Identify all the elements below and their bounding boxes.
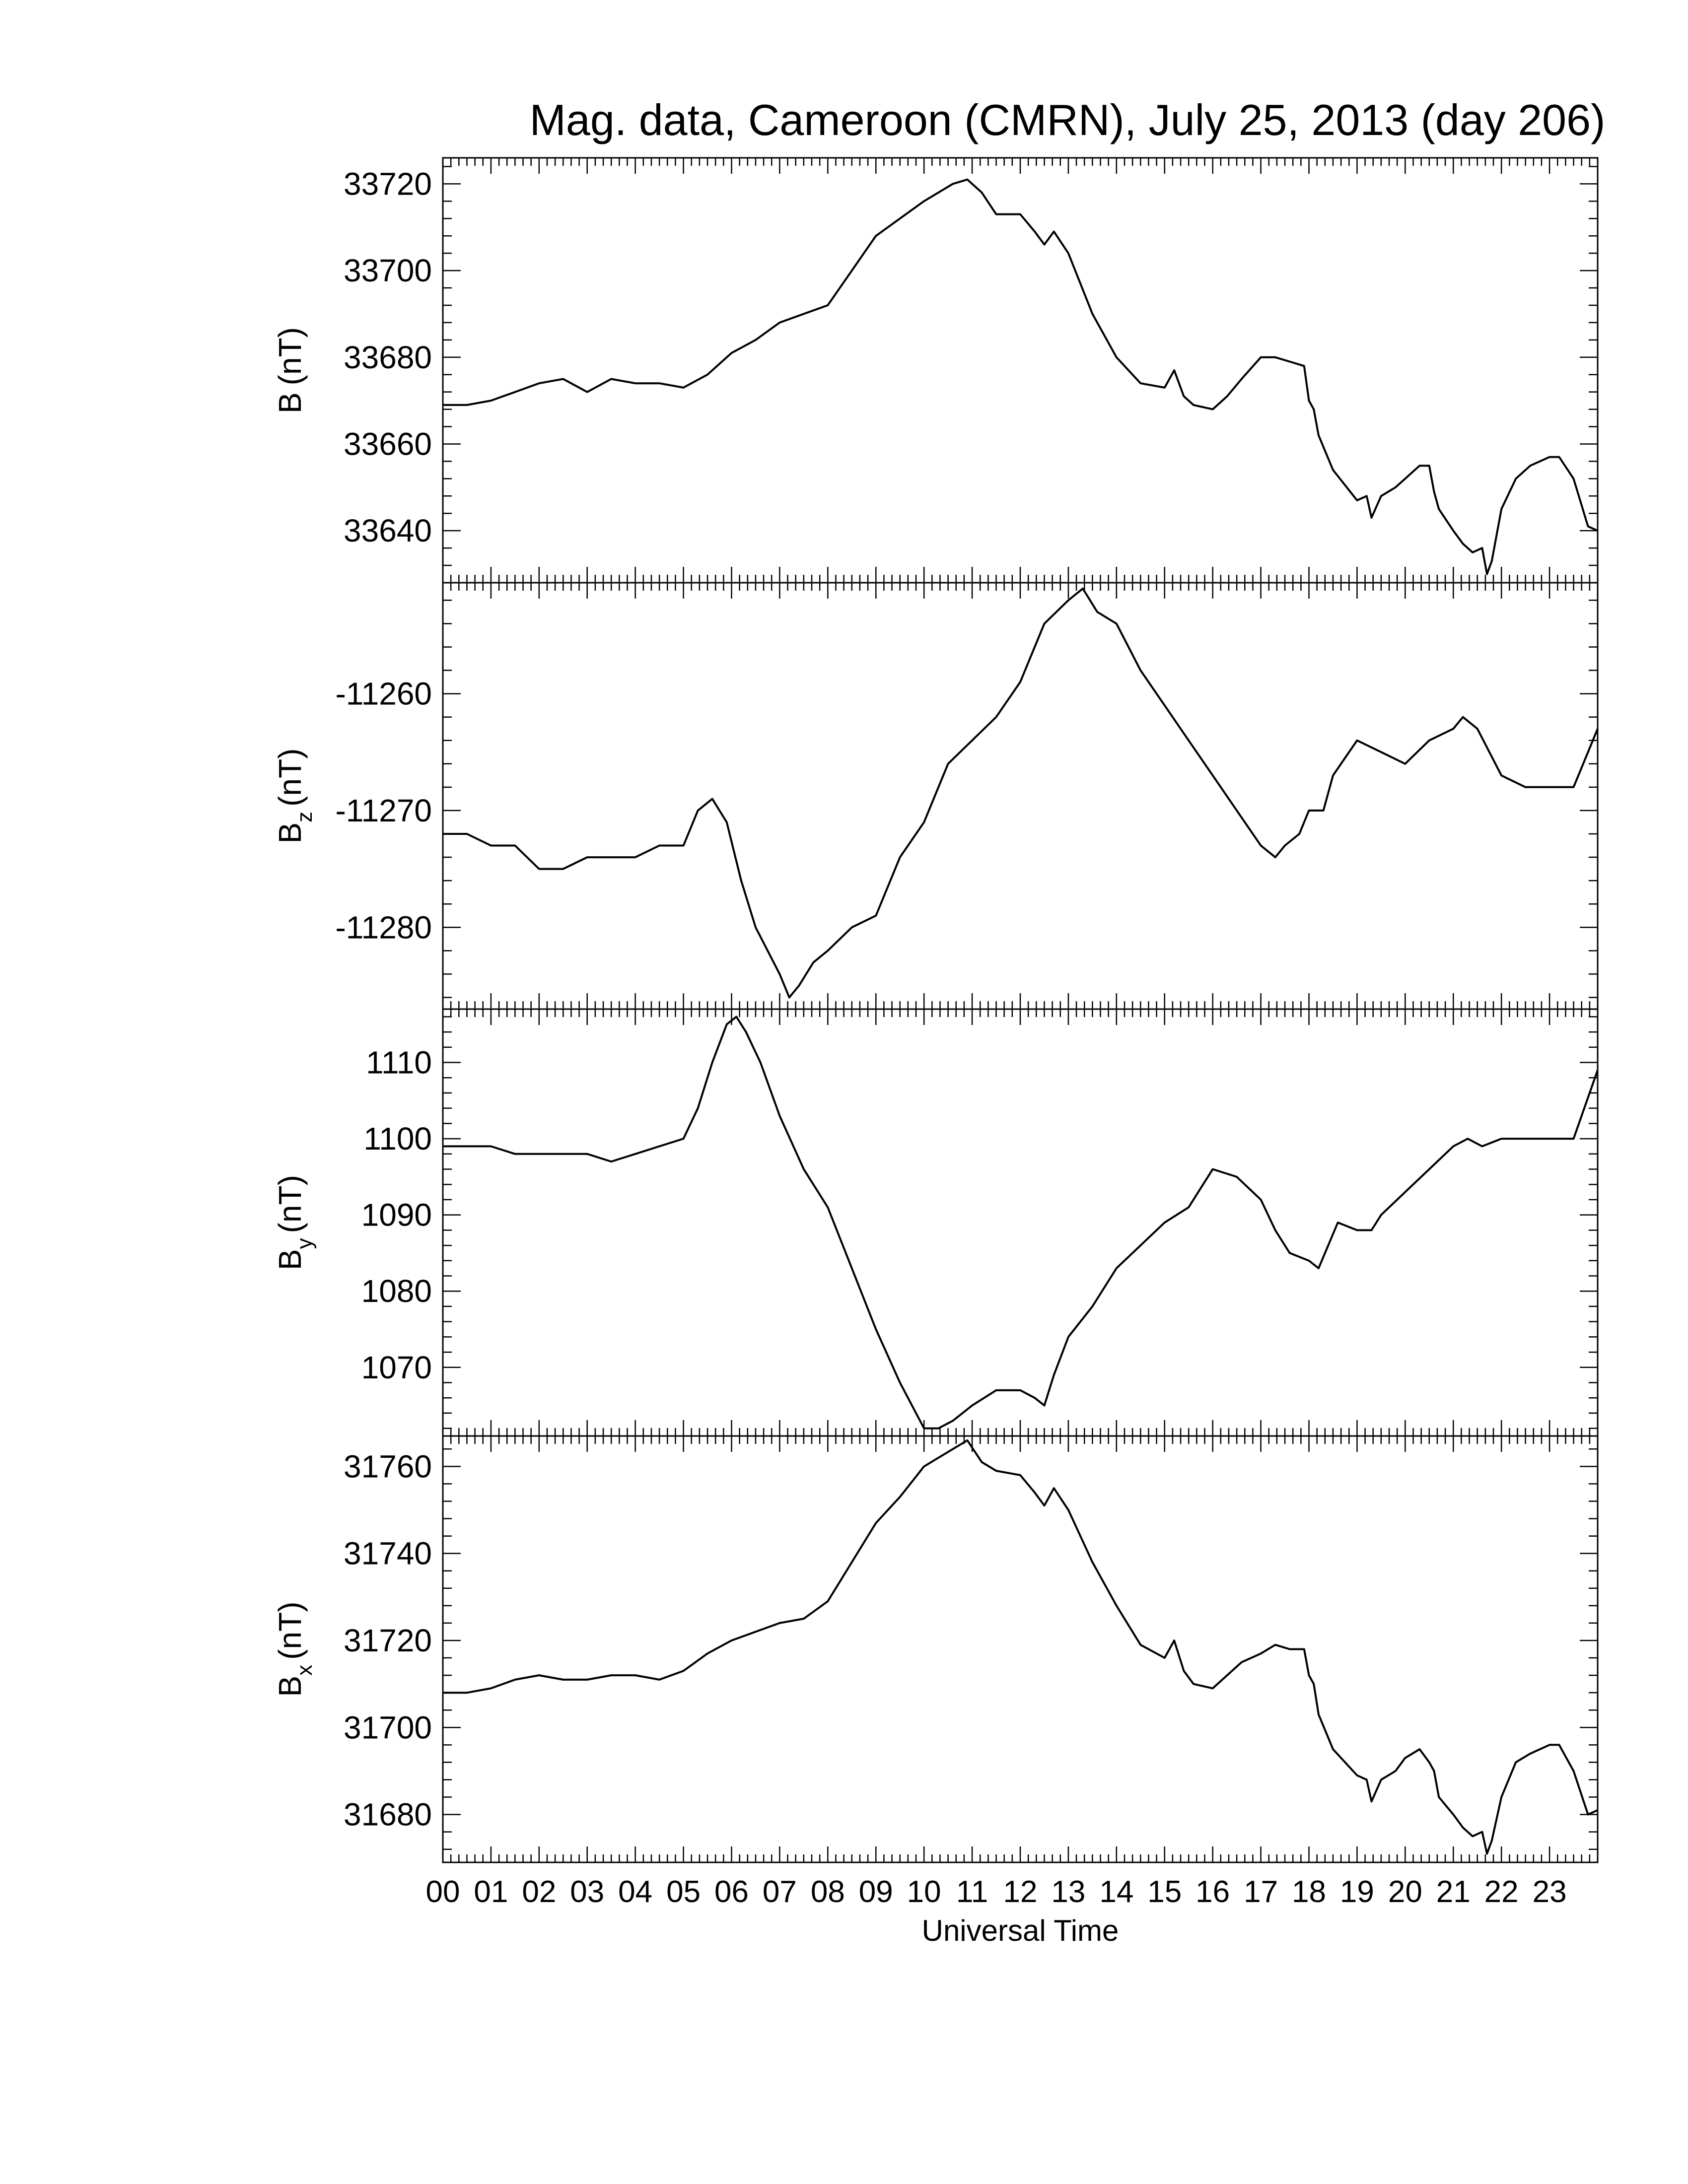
x-tick-label: 01 [474,1875,508,1909]
x-tick-label: 19 [1340,1875,1374,1909]
series-line-bz [443,587,1599,999]
panel-frame [442,1435,1599,1863]
panel-by: 1070 1080 1090 1100 1110 By(nT) [272,1008,1599,1437]
y-tick-label: 1090 [361,1197,432,1233]
x-tick-label: 21 [1436,1875,1471,1909]
y-tick-label: 33660 [344,426,432,462]
y-tick-label: 31740 [344,1536,432,1571]
x-tick-label: 06 [714,1875,749,1909]
x-tick-label: 10 [907,1875,941,1909]
x-tick-label: 09 [859,1875,893,1909]
panel-b: 33640 33660 33680 33700 33720 B(nT) [272,157,1599,584]
x-tick-label: 02 [522,1875,556,1909]
x-tick-label: 13 [1051,1875,1085,1909]
x-tick-label: 04 [618,1875,652,1909]
x-tick-label: 18 [1292,1875,1326,1909]
x-tick-label: 16 [1196,1875,1230,1909]
y-axis-title: Bz(nT) [272,749,317,844]
y-tick-label: 1100 [363,1121,432,1157]
panel-frame [442,582,1599,1010]
y-tick-label: 33640 [344,513,432,548]
y-tick-label: 31720 [344,1623,432,1658]
panels-group: 3364033660336803370033720B(nT)-11280-112… [272,157,1599,1863]
chart-title: Mag. data, Cameroon (CMRN), July 25, 201… [530,95,1606,144]
x-tick-label: 12 [1003,1875,1038,1909]
x-tick-label: 22 [1484,1875,1519,1909]
panel-bx: 31680 31700 31720 31740 31760 Bx(nT) [272,1435,1599,1863]
x-tick-label: 11 [956,1875,988,1909]
x-tick-label: 15 [1147,1875,1182,1909]
y-tick-label: 1110 [366,1045,432,1081]
y-tick-label: 33700 [344,253,432,288]
x-tick-label: 05 [666,1875,701,1909]
y-axis-title: B(nT) [272,327,308,413]
x-tick-label: 17 [1244,1875,1278,1909]
x-axis-tick-labels: 00 01 02 03 04 05 06 07 08 09 10 11 12 13 14 15 16 17 18 19… [426,1875,1567,1909]
x-tick-label: 03 [570,1875,604,1909]
y-tick-label: 31760 [344,1448,432,1484]
y-tick-label: -11280 [335,909,432,945]
y-tick-label: 31680 [344,1797,432,1833]
y-tick-label: 31700 [344,1709,432,1745]
x-tick-label: 20 [1388,1875,1422,1909]
y-tick-label: 33720 [344,166,432,202]
x-tick-label: 00 [426,1875,460,1909]
x-tick-label: 08 [811,1875,845,1909]
y-tick-label: 1070 [361,1350,432,1385]
x-tick-label: 07 [763,1875,797,1909]
x-tick-label: 14 [1099,1875,1133,1909]
series-line-by [443,1016,1599,1430]
panel-frame [442,157,1599,584]
panel-frame [442,1008,1599,1437]
panel-bz: -11280 -11270 -11260 Bz(nT) [272,582,1599,1010]
series-line-bx [443,1439,1598,1855]
x-tick-label: 23 [1533,1875,1567,1909]
x-axis-title: Universal Time [922,1914,1119,1947]
y-axis-title: Bx(nT) [272,1602,317,1697]
series-line-b [443,178,1598,575]
y-axis-title: By(nT) [272,1175,317,1270]
y-tick-label: -11270 [335,793,432,828]
y-tick-label: 33680 [344,340,432,375]
y-tick-label: 1080 [361,1273,432,1309]
y-tick-label: -11260 [335,676,432,712]
